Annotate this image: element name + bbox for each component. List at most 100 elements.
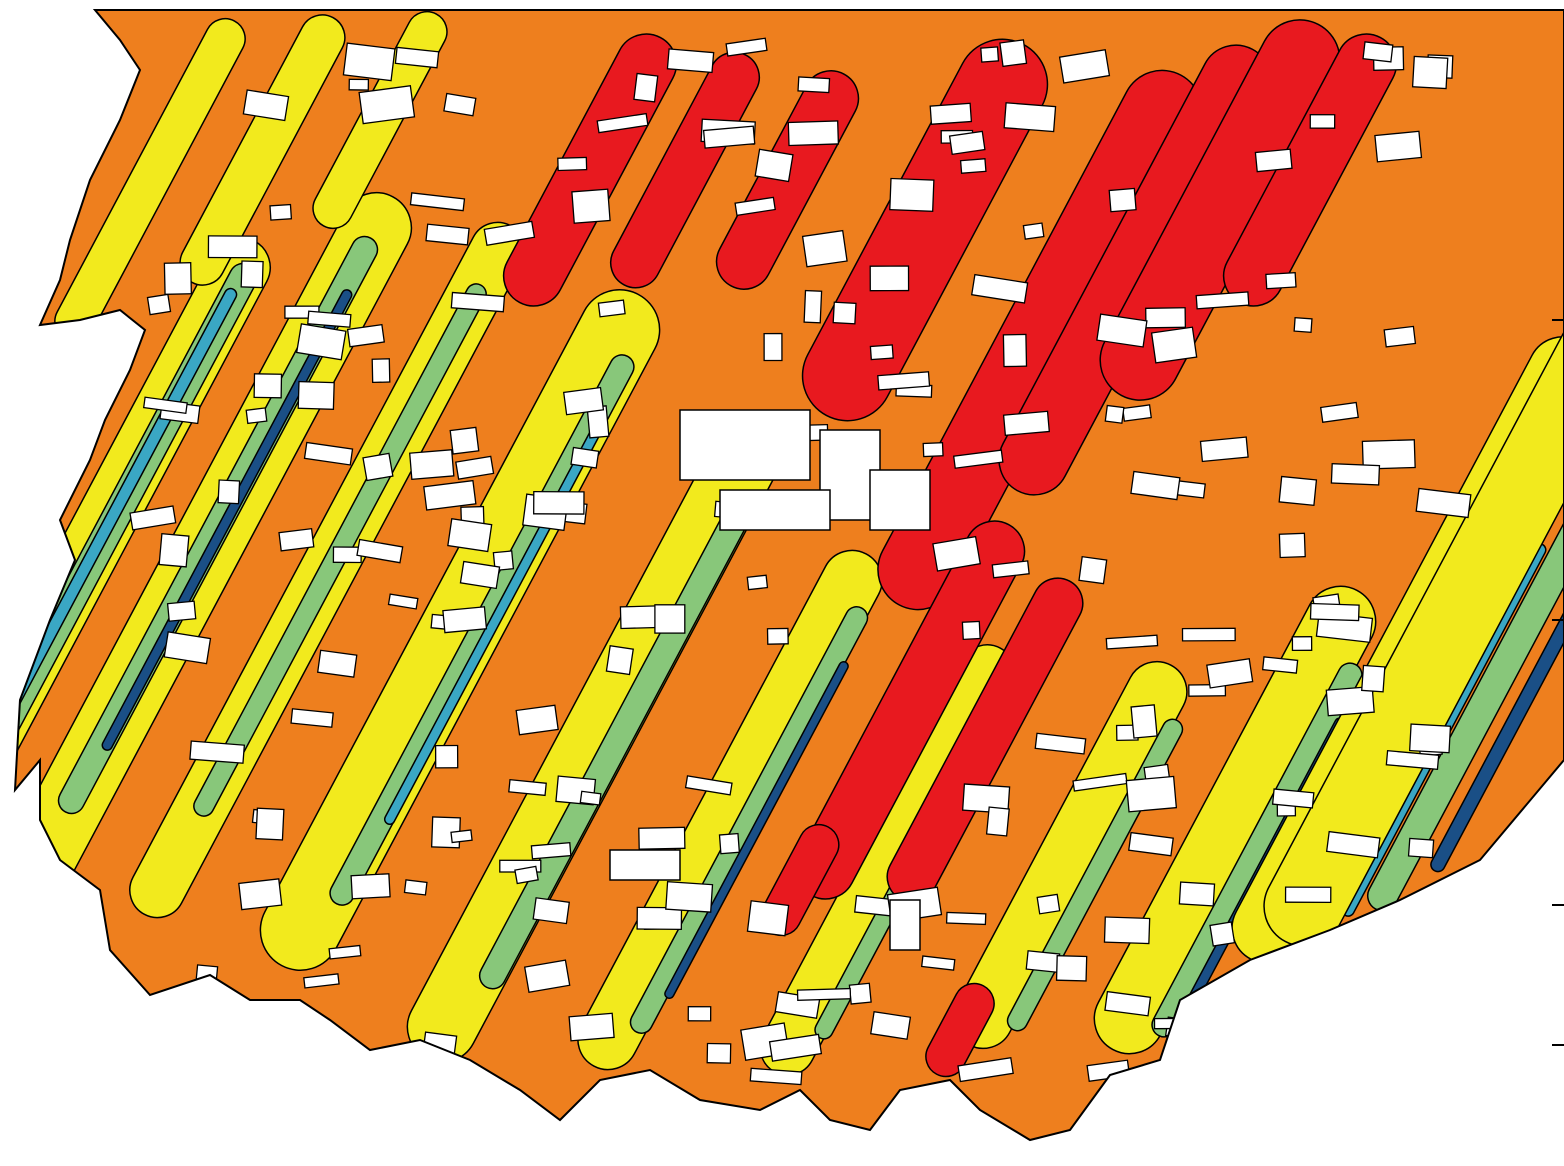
building	[1130, 470, 1181, 501]
building	[1330, 463, 1381, 486]
building	[1108, 187, 1137, 213]
building	[1206, 658, 1254, 689]
building	[1407, 837, 1435, 859]
building	[766, 627, 789, 645]
building	[665, 881, 714, 913]
building	[948, 130, 986, 156]
building	[530, 841, 572, 860]
building	[1271, 788, 1315, 809]
building	[295, 323, 347, 361]
building	[434, 744, 459, 769]
building	[797, 76, 831, 94]
building	[787, 120, 840, 147]
building	[442, 606, 488, 634]
building	[803, 289, 823, 324]
building	[269, 203, 293, 221]
building	[158, 532, 190, 568]
building	[1415, 487, 1472, 519]
building	[638, 826, 686, 850]
building	[568, 1012, 615, 1042]
building	[870, 1010, 912, 1040]
building	[1291, 636, 1313, 652]
building	[684, 775, 733, 796]
building	[166, 600, 197, 622]
building	[1408, 723, 1452, 754]
building	[303, 973, 340, 989]
building	[1145, 307, 1187, 329]
building	[240, 260, 264, 289]
high-value-zones	[502, 19, 1398, 1078]
building	[961, 620, 981, 641]
building	[1128, 831, 1174, 857]
building	[492, 550, 515, 572]
contour-band	[179, 14, 346, 286]
building	[746, 900, 790, 937]
building	[1002, 410, 1050, 437]
building	[579, 790, 602, 806]
building	[1153, 1017, 1197, 1030]
building	[666, 48, 715, 74]
building	[832, 301, 857, 325]
building	[358, 85, 416, 125]
building	[636, 906, 683, 931]
building	[1104, 990, 1152, 1017]
building	[508, 778, 547, 797]
building	[605, 644, 634, 676]
building	[290, 708, 334, 728]
building	[1125, 775, 1178, 813]
building	[163, 631, 212, 665]
building	[1265, 271, 1297, 290]
building	[718, 832, 741, 855]
building	[706, 1042, 732, 1064]
building	[869, 265, 910, 292]
building	[1261, 656, 1299, 674]
building	[734, 196, 776, 217]
building	[449, 426, 480, 455]
building	[749, 1067, 803, 1086]
building	[297, 380, 335, 411]
building	[763, 332, 783, 362]
building	[562, 386, 605, 416]
building	[889, 177, 935, 212]
building	[421, 1031, 458, 1062]
building	[129, 505, 177, 531]
building	[570, 446, 600, 469]
building	[1022, 222, 1045, 240]
building	[1284, 886, 1332, 904]
contour-band	[664, 660, 849, 1000]
contour-band	[1366, 288, 1564, 912]
building	[1105, 634, 1159, 650]
red-zone	[925, 982, 995, 1078]
building	[443, 92, 477, 117]
building	[1319, 401, 1359, 423]
building	[371, 358, 391, 384]
building	[1181, 627, 1236, 642]
building	[450, 829, 473, 844]
building	[654, 604, 686, 634]
building	[1104, 404, 1125, 424]
red-zone	[502, 33, 678, 307]
building	[1209, 921, 1236, 947]
building	[278, 527, 315, 552]
building	[346, 323, 386, 348]
building	[142, 396, 188, 415]
building	[350, 873, 391, 900]
building	[952, 449, 1004, 469]
building	[1121, 404, 1152, 422]
building	[307, 310, 352, 328]
building	[1293, 317, 1313, 333]
building	[687, 1006, 712, 1022]
building	[1195, 291, 1250, 310]
building	[1385, 749, 1440, 771]
building	[189, 740, 246, 764]
building	[217, 479, 241, 505]
building	[1211, 1062, 1235, 1077]
building	[557, 156, 588, 172]
building	[459, 560, 501, 590]
building	[746, 574, 769, 591]
building	[869, 469, 931, 531]
building	[961, 783, 1011, 814]
building	[408, 449, 455, 481]
